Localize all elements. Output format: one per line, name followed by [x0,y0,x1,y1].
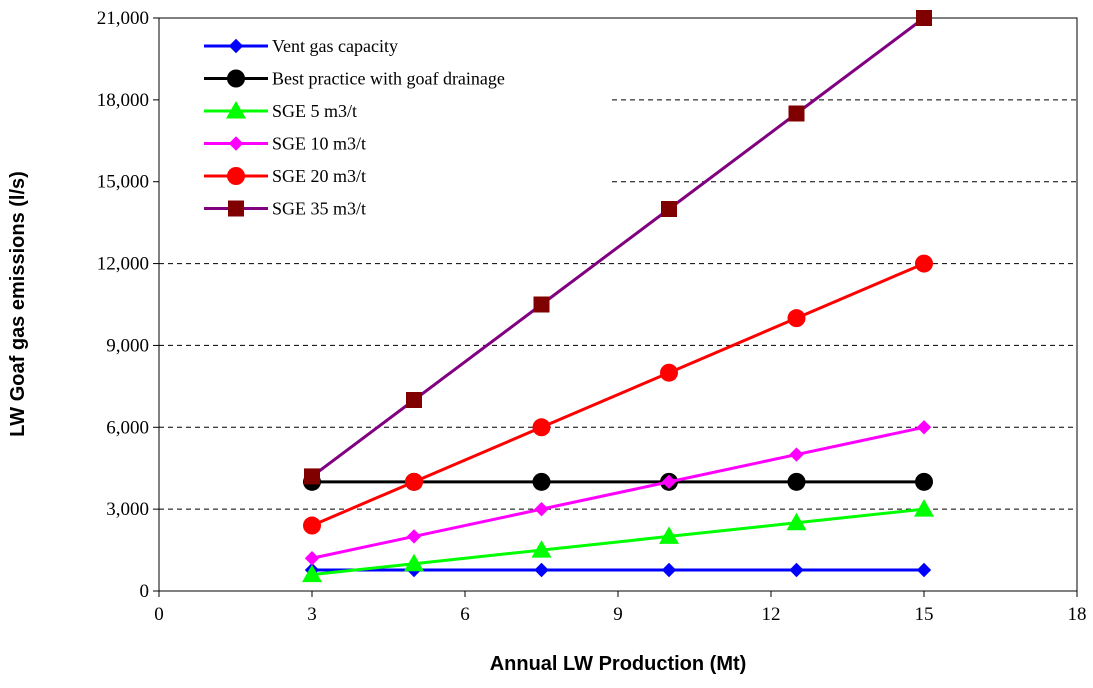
data-point [659,526,679,544]
data-point [533,296,550,313]
data-point [915,254,933,273]
data-point [914,499,934,517]
y-tick-label: 3,000 [106,499,149,520]
series-group [302,10,934,583]
data-point [661,201,677,217]
y-tick-label: 18,000 [97,90,149,111]
legend-marker [227,167,245,185]
data-point [916,562,932,578]
legend-entry: SGE 35 m3/t [204,199,366,219]
data-point [788,105,805,122]
data-point [915,472,933,491]
data-point [660,363,678,382]
data-point [302,564,322,583]
data-point [404,553,424,572]
data-point [789,447,804,462]
x-tick-label: 15 [915,604,934,625]
data-point [531,540,552,558]
legend-entry: SGE 10 m3/t [204,134,366,154]
series-line [311,262,925,527]
legend-marker [228,136,244,151]
x-tick-label: 9 [613,604,623,625]
data-point [304,468,320,485]
y-tick-label: 21,000 [97,8,149,29]
legend-entry: Vent gas capacity [204,36,398,56]
y-tick-label: 12,000 [97,254,149,275]
data-point [406,392,422,408]
legend-label: SGE 20 m3/t [272,166,366,186]
data-point [532,472,551,491]
data-point [916,10,932,26]
x-tick-label: 0 [154,604,164,625]
legend-marker [226,101,246,119]
data-point [406,529,422,544]
data-point [303,516,321,535]
legend-entry: SGE 20 m3/t [204,166,366,186]
y-tick-label: 0 [140,581,150,602]
x-tick-label: 3 [307,604,317,625]
legend-label: SGE 5 m3/t [272,101,357,121]
legend-label: Vent gas capacity [272,36,398,56]
y-axis-title: LW Goaf gas emissions (l/s) [7,171,29,437]
gridlines [159,99,1077,510]
data-point [787,472,806,491]
y-tick-label: 6,000 [106,417,149,438]
legend-marker [227,69,245,88]
legend-entry: Best practice with goaf drainage [204,69,505,89]
series-line [311,425,925,560]
data-point [786,512,807,531]
y-tick-label: 9,000 [106,335,149,356]
data-point [534,501,549,517]
legend-entry: SGE 5 m3/t [204,101,357,121]
data-point [661,562,677,578]
legend-marker [228,200,244,217]
legend-label: Best practice with goaf drainage [272,69,505,89]
x-tick-label: 18 [1068,604,1087,625]
data-point [661,474,677,490]
data-point [534,562,549,578]
series-3 [302,499,934,583]
legend-label: SGE 35 m3/t [272,199,366,219]
data-point [789,562,804,578]
data-point [304,551,320,566]
x-axis-title: Annual LW Production (Mt) [490,653,747,675]
data-point [916,420,932,435]
series-6 [304,10,932,485]
legend-marker [228,38,244,54]
series-line [311,16,925,478]
legend-label: SGE 10 m3/t [272,134,366,154]
x-tick-label: 12 [762,604,781,625]
data-point [532,418,551,437]
legend: Vent gas capacity Best practice with goaf… [204,36,505,219]
x-tick-label: 6 [460,604,470,625]
series-4 [304,420,932,566]
series-5 [303,254,933,535]
data-point [405,472,423,491]
y-tick-label: 15,000 [97,172,149,193]
data-point [787,309,806,328]
series-line [311,507,925,577]
axis-ticks: 0 3,000 6,000 9,000 12,000 15,000 18,000 21,000… [97,8,1087,625]
